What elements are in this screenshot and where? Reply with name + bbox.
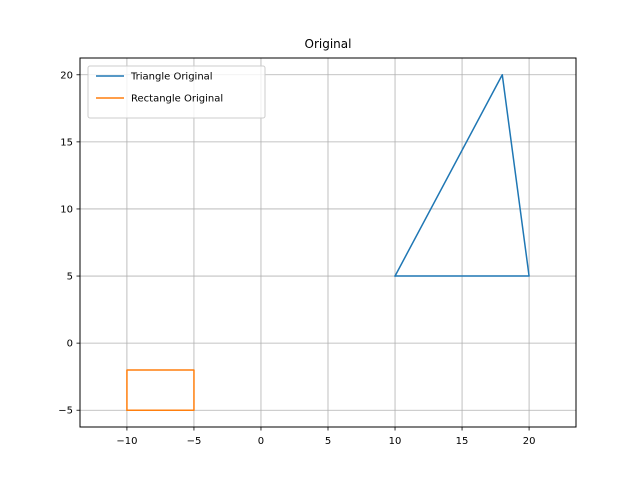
x-tick-label: 10 — [389, 436, 402, 447]
legend-box — [87, 65, 266, 119]
chart-title: Original — [305, 37, 352, 51]
legend-items: Triangle Original Rectangle Original — [96, 72, 223, 105]
y-tick-label: 0 — [67, 339, 73, 350]
x-tick-label: −10 — [116, 436, 137, 447]
legend: Triangle Original Rectangle Original — [87, 65, 266, 119]
y-tick-label: 10 — [60, 204, 73, 215]
y-tick-label: 20 — [60, 70, 73, 81]
y-tick-label: 5 — [67, 272, 73, 283]
series-layer — [126, 74, 530, 411]
series-line-2 — [126, 369, 195, 411]
x-tick-label: 15 — [456, 436, 469, 447]
legend-label: Triangle Original — [130, 72, 213, 83]
series-line-1 — [394, 74, 530, 278]
y-tick-label: −5 — [58, 406, 73, 417]
legend-label: Rectangle Original — [131, 94, 223, 105]
x-tick-label: 0 — [258, 436, 264, 447]
x-tick-label: 5 — [325, 436, 331, 447]
x-tick-label: −5 — [187, 436, 202, 447]
ticks: −10 −5 0 5 10 15 20 −5 0 5 10 15 20 — [58, 70, 535, 447]
y-tick-label: 15 — [60, 137, 73, 148]
x-tick-label: 20 — [523, 436, 536, 447]
